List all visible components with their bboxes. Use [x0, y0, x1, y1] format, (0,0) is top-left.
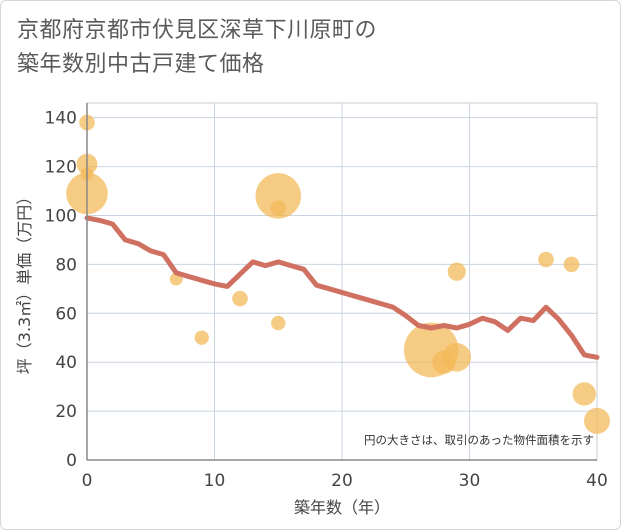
bubble-point: [572, 382, 596, 406]
tick-labels: 0 20 40 60 80 100 120 140 0 10 20 30 40: [45, 109, 608, 491]
y-tick-label: 0: [66, 451, 77, 471]
x-tick-label: 20: [331, 471, 353, 491]
y-tick-label: 60: [55, 304, 77, 324]
bubble-layer: [66, 114, 610, 434]
chart-title-line-2: 築年数別中古戸建て価格: [17, 52, 265, 77]
bubble-point: [563, 256, 580, 273]
x-tick-label: 10: [204, 471, 226, 491]
bubble-point: [255, 173, 301, 219]
grid-lines: [87, 103, 597, 460]
bubble-size-note: 円の大きさは、取引のあった物件面積を示す: [364, 433, 594, 447]
axes: [86, 103, 597, 461]
bubble-point: [232, 290, 248, 307]
chart-title: 京都府京都市伏見区深草下川原町の 築年数別中古戸建て価格: [17, 14, 377, 82]
bubble-point: [271, 315, 286, 331]
bubble-point: [442, 343, 472, 372]
x-tick-label: 0: [82, 471, 93, 491]
x-tick-label: 40: [586, 471, 608, 491]
y-tick-label: 20: [55, 402, 77, 422]
y-tick-label: 40: [55, 353, 77, 373]
bubble-point: [194, 330, 209, 345]
bubble-point: [584, 407, 610, 434]
bubble-point: [538, 251, 554, 268]
bubble-point: [447, 262, 466, 281]
bubble-point: [270, 200, 287, 216]
y-tick-label: 120: [45, 158, 77, 178]
y-tick-label: 100: [45, 206, 77, 226]
chart-title-line-1: 京都府京都市伏見区深草下川原町の: [17, 18, 378, 43]
y-tick-label: 140: [45, 109, 77, 129]
trend-line: [84, 215, 600, 360]
y-tick-label: 80: [55, 255, 77, 275]
x-tick-label: 30: [459, 471, 481, 491]
x-axis-label: 築年数（年）: [294, 498, 390, 517]
y-axis-label: 坪（3.3㎡）単価（万円）: [15, 189, 34, 374]
